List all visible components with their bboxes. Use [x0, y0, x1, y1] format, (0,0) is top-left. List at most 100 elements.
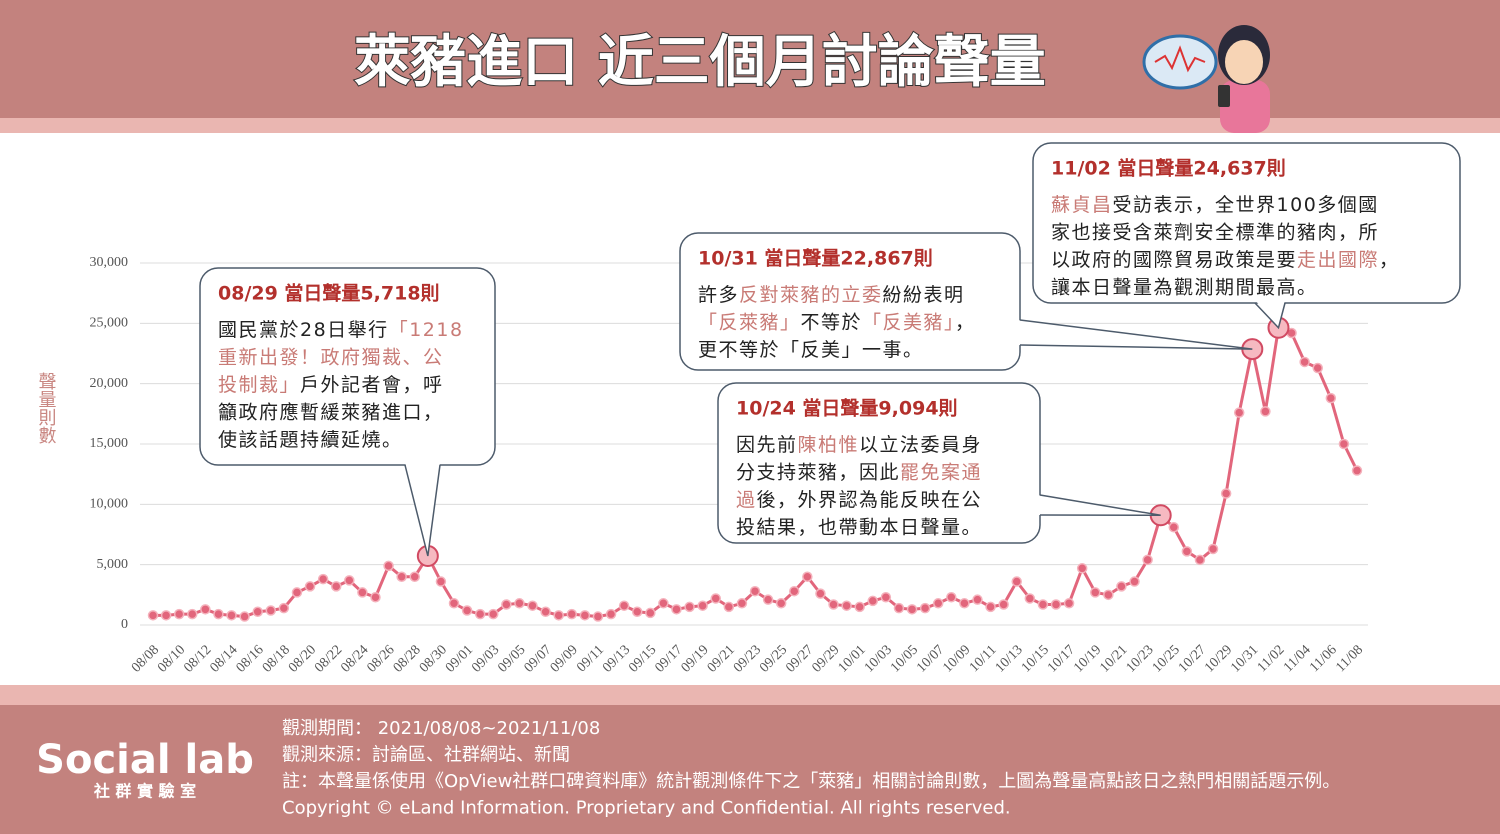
- x-tick-label: 11/04: [1281, 642, 1314, 675]
- callout-text-segment: 「反萊豬」: [698, 311, 801, 333]
- callout-text: 因先前陳柏惟以立法委員身: [736, 434, 982, 456]
- data-point: [631, 606, 643, 617]
- data-point: [867, 595, 879, 607]
- x-tick-label: 10/05: [888, 642, 921, 675]
- data-point: [775, 598, 787, 609]
- data-point: [592, 611, 604, 622]
- callout-text-segment: ，: [1379, 249, 1400, 271]
- callout-text-segment: 「反美豬」: [862, 311, 955, 333]
- data-point: [370, 591, 381, 603]
- data-point: [147, 610, 159, 621]
- x-tick-label: 08/22: [312, 642, 345, 675]
- data-point: [1142, 554, 1153, 566]
- x-tick-label: 09/05: [495, 642, 528, 675]
- x-tick-label: 10/29: [1202, 642, 1235, 675]
- data-point: [1024, 593, 1036, 604]
- data-point: [854, 601, 865, 613]
- callout-tail: [404, 464, 441, 557]
- callout-text-segment: 「1218: [389, 319, 464, 341]
- data-point: [200, 604, 211, 615]
- x-tick-label: 09/09: [548, 642, 581, 675]
- data-point: [187, 608, 198, 620]
- x-tick-label: 10/21: [1097, 642, 1130, 675]
- y-tick-label: 15,000: [90, 436, 129, 451]
- data-point: [553, 610, 564, 621]
- y-tick-label: 10,000: [90, 497, 129, 512]
- callout-tail-fill: [1255, 300, 1285, 328]
- data-point: [1090, 587, 1101, 598]
- x-tick-label: 10/31: [1228, 642, 1261, 675]
- callout-text-segment: 不等於: [801, 311, 863, 333]
- data-point: [880, 591, 892, 603]
- callout-text-segment: 陳柏惟: [798, 434, 860, 456]
- callout-text-segment: 蘇貞昌: [1051, 194, 1113, 216]
- x-tick-label: 11/08: [1333, 642, 1366, 675]
- y-tick-label: 30,000: [90, 255, 129, 270]
- x-tick-label: 10/19: [1071, 642, 1104, 675]
- y-axis-title: 聲量則數: [36, 372, 57, 444]
- x-tick-label: 09/13: [600, 642, 633, 675]
- callout-text-segment: 因先前: [736, 434, 798, 456]
- x-tick-label: 09/01: [443, 642, 476, 675]
- data-point: [1050, 599, 1062, 610]
- callout-text: 投制裁」戶外記者會，呼: [218, 374, 444, 396]
- data-point: [671, 604, 682, 615]
- data-point: [959, 598, 970, 609]
- data-point: [1338, 438, 1350, 450]
- callout-text-segment: 重新出發！政府獨裁、公: [218, 346, 444, 368]
- data-point: [448, 598, 460, 609]
- x-tick-label: 08/26: [365, 642, 398, 675]
- callout-text-segment: 分支持萊豬，因此: [736, 461, 900, 483]
- data-point: [802, 571, 813, 582]
- x-tick-label: 09/27: [783, 642, 816, 675]
- callout-text: 蘇貞昌受訪表示，全世界100多個國: [1051, 194, 1379, 216]
- callout-text-segment: 以政府的國際貿易政策是要: [1051, 249, 1297, 271]
- x-tick-label: 09/11: [574, 642, 607, 675]
- callout-text: 讓本日聲量為觀測期間最高。: [1051, 276, 1318, 298]
- callout-text-segment: 罷免案通: [900, 461, 982, 483]
- callout-title: 10/31 當日聲量22,867則: [698, 247, 933, 270]
- data-point: [330, 581, 342, 592]
- footer-band: [0, 705, 1500, 834]
- x-tick-label: 08/10: [155, 642, 188, 675]
- x-tick-label: 09/29: [809, 642, 842, 675]
- callout-text: 更不等於「反美」一事。: [698, 339, 924, 361]
- x-tick-label: 10/13: [993, 642, 1026, 675]
- data-point: [828, 599, 839, 610]
- x-tick-label: 09/19: [679, 642, 712, 675]
- data-point: [658, 598, 669, 609]
- callout-text-segment: 籲政府應暫緩萊豬進口，: [218, 400, 444, 423]
- data-point: [998, 599, 1009, 610]
- callout-box: [199, 267, 496, 466]
- data-point: [1103, 589, 1114, 601]
- callout-text-segment: 過: [736, 489, 757, 511]
- callout-text: 許多反對萊豬的立委紛紛表明: [698, 284, 965, 306]
- callout-box: [1032, 142, 1461, 304]
- data-point: [723, 601, 735, 613]
- x-tick-label: 08/14: [207, 642, 240, 675]
- x-tick-label: 10/17: [1045, 642, 1078, 675]
- data-point: [893, 602, 905, 614]
- data-point: [1063, 598, 1075, 609]
- data-point: [736, 598, 748, 609]
- x-tick-label: 09/15: [626, 642, 659, 675]
- callout-text: 使該話題持續延燒。: [218, 429, 403, 451]
- x-tick-label: 10/15: [1019, 642, 1052, 675]
- data-point: [1207, 543, 1219, 555]
- data-point: [1129, 576, 1140, 587]
- data-point: [605, 608, 617, 620]
- data-point: [566, 608, 578, 620]
- data-point: [1325, 392, 1337, 404]
- data-point: [789, 585, 800, 597]
- callout-text-segment: 國民黨於28日舉行: [218, 319, 389, 341]
- data-point: [160, 610, 172, 621]
- footer-text: 註：本聲量係使用《OpView社群口碑資料庫》統計觀測條件下之「萊豬」相關討論則…: [282, 771, 1340, 792]
- data-point: [749, 585, 761, 597]
- data-point: [226, 610, 237, 621]
- data-point: [972, 594, 983, 605]
- data-point: [815, 588, 826, 599]
- data-point: [461, 605, 473, 616]
- data-point: [1312, 362, 1323, 374]
- data-point: [501, 599, 512, 610]
- y-tick-label: 25,000: [90, 316, 129, 331]
